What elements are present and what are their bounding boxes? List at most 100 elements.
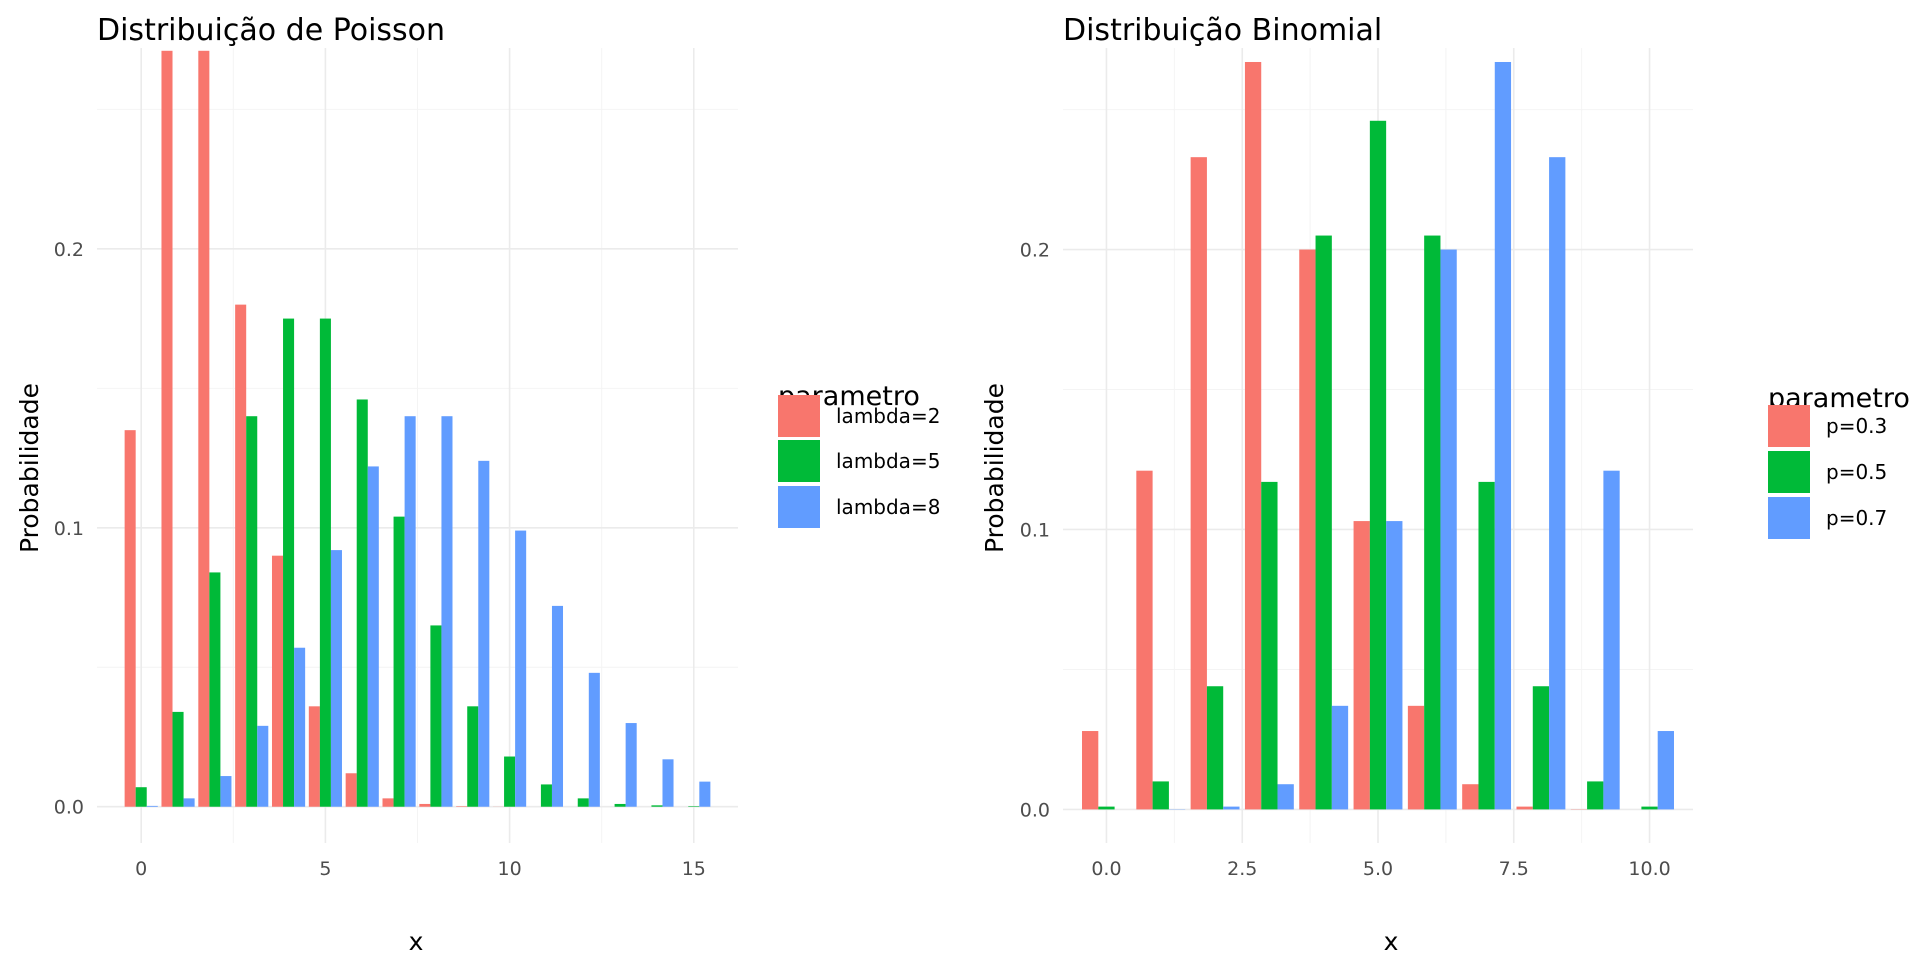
bar-lambda=5-x11 <box>541 784 552 806</box>
bar-p=0.5-x2 <box>1207 686 1223 809</box>
bar-lambda=2-x5 <box>309 706 320 806</box>
bar-lambda=5-x9 <box>467 706 478 806</box>
bar-lambda=8-x3 <box>257 726 268 807</box>
bar-p=0.7-x8 <box>1549 157 1565 809</box>
bar-lambda=5-x0 <box>136 787 147 807</box>
y-tick-label: 0.2 <box>1020 240 1050 262</box>
legend-label: lambda=5 <box>836 449 940 473</box>
bar-lambda=5-x3 <box>246 416 257 807</box>
x-tick-label: 0.0 <box>1091 858 1121 880</box>
bar-lambda=5-x7 <box>394 517 405 807</box>
bar-p=0.3-x1 <box>1136 471 1152 810</box>
bar-p=0.5-x5 <box>1370 121 1386 810</box>
bar-lambda=8-x15 <box>699 782 710 807</box>
legend-key-p=0.3 <box>1768 405 1810 447</box>
bar-p=0.7-x4 <box>1332 706 1348 810</box>
bar-p=0.3-x6 <box>1408 706 1424 810</box>
bar-lambda=8-x12 <box>589 673 600 807</box>
bar-lambda=5-x12 <box>578 798 589 806</box>
y-tick-label: 0.0 <box>1020 799 1050 821</box>
bar-p=0.3-x8 <box>1516 807 1532 810</box>
legend-label: p=0.3 <box>1826 414 1887 438</box>
bar-p=0.7-x5 <box>1386 521 1402 809</box>
bar-p=0.3-x7 <box>1462 784 1478 809</box>
bar-lambda=2-x0 <box>125 430 136 807</box>
bar-lambda=5-x14 <box>651 805 662 806</box>
legend-label: lambda=2 <box>836 404 940 428</box>
x-tick-label: 10 <box>498 858 522 880</box>
bar-p=0.3-x0 <box>1082 731 1098 809</box>
bar-lambda=2-x7 <box>383 798 394 806</box>
bar-p=0.5-x6 <box>1424 236 1440 810</box>
bar-lambda=8-x14 <box>662 759 673 806</box>
legend-label: p=0.5 <box>1826 460 1887 484</box>
y-tick-label: 0.0 <box>54 797 84 819</box>
bar-lambda=5-x6 <box>357 399 368 806</box>
legend-key-lambda=5 <box>778 440 820 482</box>
chart-title: Distribuição Binomial <box>1063 13 1382 48</box>
bar-p=0.5-x8 <box>1533 686 1549 809</box>
bar-p=0.3-x4 <box>1299 250 1315 810</box>
bar-lambda=8-x0 <box>147 806 158 807</box>
y-axis-label: Probabilidade <box>980 383 1009 553</box>
bar-lambda=8-x2 <box>220 776 231 807</box>
legend-key-p=0.7 <box>1768 497 1810 539</box>
bar-lambda=8-x4 <box>294 648 305 807</box>
y-tick-label: 0.1 <box>54 518 84 540</box>
bar-lambda=5-x4 <box>283 319 294 807</box>
y-axis-label: Probabilidade <box>15 383 44 553</box>
bar-p=0.5-x7 <box>1478 482 1494 810</box>
bar-p=0.5-x1 <box>1153 781 1169 809</box>
bar-p=0.5-x9 <box>1587 781 1603 809</box>
bar-lambda=5-x10 <box>504 757 515 807</box>
legend-key-p=0.5 <box>1768 451 1810 493</box>
bar-lambda=8-x10 <box>515 531 526 807</box>
bar-lambda=2-x8 <box>419 804 430 807</box>
bar-p=0.7-x3 <box>1278 784 1294 809</box>
bar-lambda=8-x11 <box>552 606 563 807</box>
bar-p=0.3-x2 <box>1191 157 1207 809</box>
y-tick-label: 0.1 <box>1020 519 1050 541</box>
bar-lambda=5-x15 <box>688 806 699 807</box>
bar-lambda=2-x1 <box>161 51 172 807</box>
bar-p=0.7-x2 <box>1223 807 1239 810</box>
legend-key-lambda=2 <box>778 395 820 437</box>
y-tick-label: 0.2 <box>54 239 84 261</box>
x-tick-label: 10.0 <box>1628 858 1670 880</box>
bar-p=0.3-x5 <box>1354 521 1370 809</box>
x-axis-label: x <box>1384 927 1399 956</box>
bar-lambda=5-x8 <box>430 625 441 806</box>
legend-label: p=0.7 <box>1826 506 1887 530</box>
bar-lambda=5-x1 <box>173 712 184 807</box>
legend-key-lambda=8 <box>778 486 820 528</box>
bar-lambda=8-x9 <box>478 461 489 807</box>
x-tick-label: 5 <box>319 858 331 880</box>
x-axis-label: x <box>409 927 424 956</box>
bar-p=0.5-x0 <box>1098 807 1114 810</box>
bar-lambda=8-x5 <box>331 550 342 807</box>
bar-p=0.5-x10 <box>1641 807 1657 810</box>
bar-p=0.7-x10 <box>1658 731 1674 809</box>
x-tick-label: 7.5 <box>1499 858 1529 880</box>
bar-lambda=5-x5 <box>320 319 331 807</box>
bar-p=0.7-x9 <box>1603 471 1619 810</box>
bar-p=0.3-x3 <box>1245 62 1261 809</box>
bar-p=0.7-x6 <box>1440 250 1456 810</box>
bar-lambda=8-x1 <box>184 798 195 806</box>
bar-lambda=5-x2 <box>209 572 220 806</box>
bar-lambda=5-x13 <box>615 804 626 807</box>
bar-p=0.5-x4 <box>1316 236 1332 810</box>
x-tick-label: 15 <box>682 858 706 880</box>
bar-lambda=8-x7 <box>405 416 416 807</box>
bar-lambda=8-x8 <box>441 416 452 807</box>
x-tick-label: 2.5 <box>1227 858 1257 880</box>
bar-lambda=2-x9 <box>456 806 467 807</box>
bar-lambda=8-x13 <box>626 723 637 807</box>
bar-p=0.5-x3 <box>1261 482 1277 810</box>
